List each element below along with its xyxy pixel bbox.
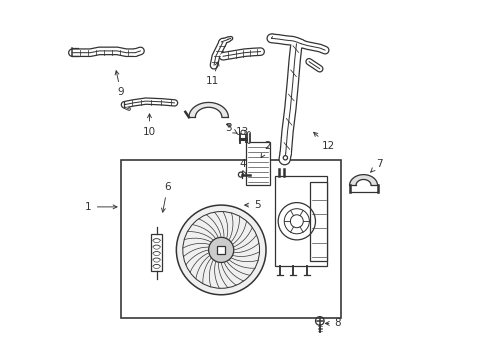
Text: 7: 7 — [370, 159, 382, 172]
Text: 8: 8 — [325, 319, 340, 328]
Text: 2: 2 — [261, 141, 270, 158]
Text: 1: 1 — [85, 202, 117, 212]
Text: 5: 5 — [244, 200, 260, 210]
Circle shape — [208, 237, 233, 262]
Text: 3: 3 — [224, 123, 237, 133]
Bar — [274, 176, 326, 266]
Text: 9: 9 — [115, 71, 124, 97]
Circle shape — [283, 156, 287, 160]
Text: 12: 12 — [313, 132, 335, 151]
Polygon shape — [188, 103, 228, 117]
Bar — [151, 234, 162, 271]
Bar — [310, 182, 326, 261]
Text: 13: 13 — [226, 124, 249, 136]
Circle shape — [176, 205, 265, 295]
Bar — [121, 160, 341, 318]
Text: 4: 4 — [239, 159, 246, 174]
Text: 10: 10 — [142, 114, 156, 136]
Text: 6: 6 — [161, 182, 170, 212]
Bar — [217, 246, 225, 254]
Polygon shape — [349, 175, 377, 185]
Bar — [246, 142, 269, 185]
Text: 11: 11 — [205, 62, 219, 86]
